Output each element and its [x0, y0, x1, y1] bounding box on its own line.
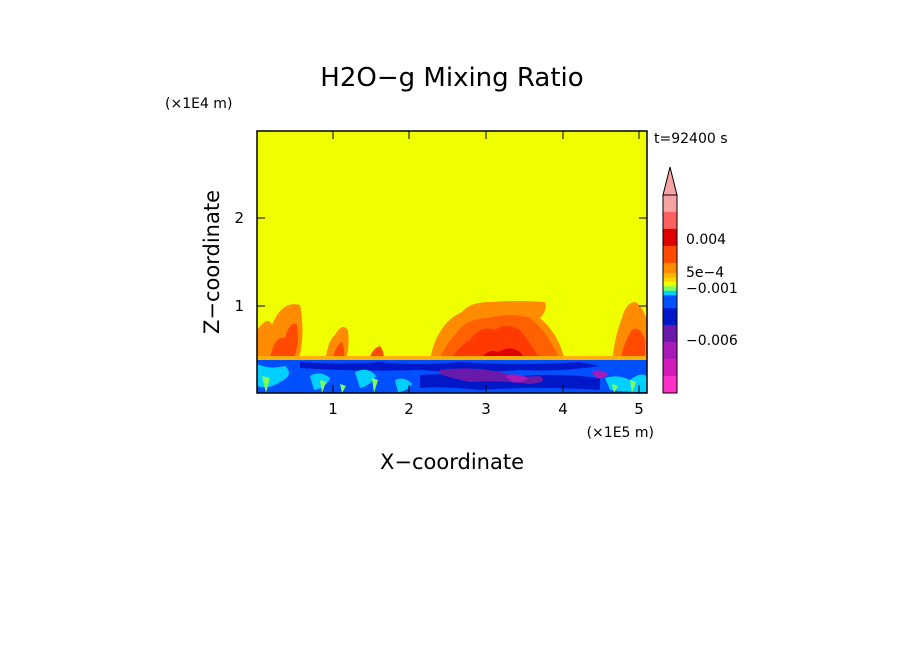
y-axis-label: Z−coordinate — [200, 190, 224, 334]
surface-cyan-2 — [310, 373, 330, 390]
colorbar-cell-7 — [663, 277, 677, 283]
y-tick-label-2: 2 — [234, 209, 244, 227]
transition-strip — [257, 356, 647, 362]
colorbar-cell-13 — [663, 325, 677, 343]
plume-2-core — [332, 342, 345, 360]
time-label: t=92400 s — [654, 131, 728, 147]
colorbar-cell-11 — [663, 295, 677, 309]
x-scale-label: (×1E5 m) — [587, 425, 654, 441]
colorbar-cell-4 — [663, 245, 677, 264]
x-axis — [332, 131, 640, 393]
plume-1-core — [270, 323, 298, 360]
colorbar-cell-5 — [663, 262, 677, 274]
y-axis — [257, 217, 647, 307]
colorbar-cell-6 — [663, 272, 677, 278]
x-tick-label-5: 5 — [634, 400, 644, 418]
surface-cyan-3 — [355, 369, 376, 388]
colorbar-arrow — [662, 166, 678, 196]
surface-magenta-2 — [592, 370, 608, 379]
surface-deep-1 — [300, 362, 600, 372]
colorbar-cell-1 — [663, 195, 677, 213]
plume-5-core — [620, 328, 645, 360]
colorbar-cell-10 — [663, 290, 677, 296]
colorbar-frame — [662, 194, 678, 394]
colorbar-cells — [663, 195, 677, 394]
plot-frame — [256, 130, 648, 394]
x-axis-label: X−coordinate — [380, 450, 524, 474]
colorbar-cell-8 — [663, 281, 677, 287]
surface-magenta-1 — [505, 374, 528, 383]
surface-cyan-4 — [395, 378, 412, 392]
colorbar-cell-2 — [663, 211, 677, 230]
field-contours — [257, 301, 647, 393]
x-tick-label-2: 2 — [404, 400, 414, 418]
x-tick-label-3: 3 — [481, 400, 491, 418]
chart-title: H2O−g Mixing Ratio — [320, 63, 583, 93]
colorbar-label-2: 5e−4 — [686, 265, 724, 281]
y-scale-label: (×1E4 m) — [165, 96, 232, 112]
colorbar-cell-15 — [663, 359, 677, 377]
colorbar-label-1: 0.004 — [686, 232, 726, 248]
colorbar-cell-9 — [663, 286, 677, 292]
y-tick-label-1: 1 — [234, 297, 244, 315]
x-tick-label-1: 1 — [328, 400, 338, 418]
colorbar-cell-14 — [663, 342, 677, 360]
plot-area — [256, 130, 648, 394]
colorbar-cell-12 — [663, 308, 677, 326]
colorbar-label-4: −0.006 — [686, 333, 738, 349]
x-tick-label-4: 4 — [558, 400, 568, 418]
colorbar: 0.004 5e−4 −0.001 −0.006 — [662, 166, 738, 394]
colorbar-label-3: −0.001 — [686, 281, 738, 297]
colorbar-cell-3 — [663, 228, 677, 247]
colorbar-cell-16 — [663, 376, 677, 394]
